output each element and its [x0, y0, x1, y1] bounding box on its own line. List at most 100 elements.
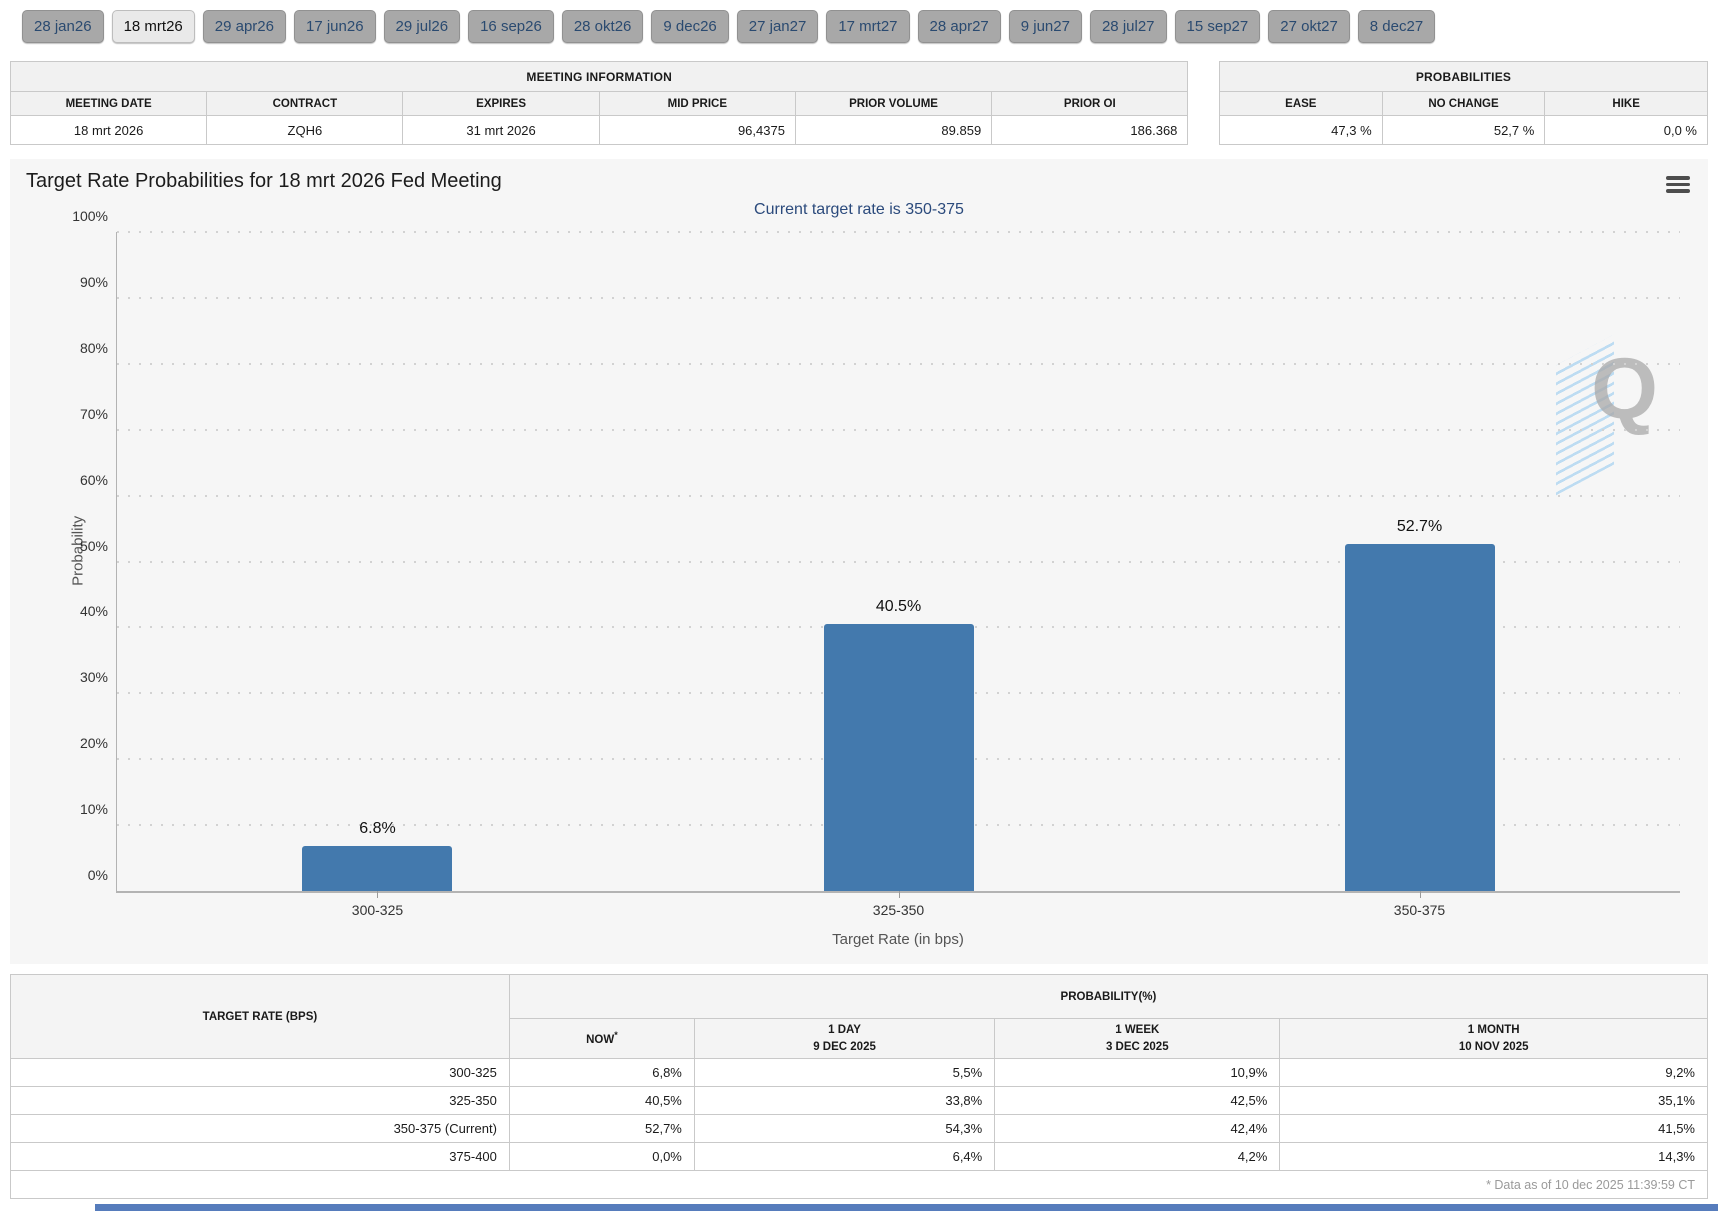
meeting-info-value-cell: 89.859 [794, 115, 993, 145]
watermark-hatch-lines [1556, 334, 1614, 496]
hamburger-menu-icon[interactable] [1666, 176, 1690, 196]
bar-chart-plot-area: Probability Q 0% 10% 20% 30% 40% 50% 60% 70% 80%… [70, 208, 1680, 918]
meeting-tab[interactable]: 8 dec27 [1357, 10, 1436, 43]
x-axis-category-label: 325-350 [872, 902, 925, 918]
meeting-tab[interactable]: 27 okt27 [1268, 10, 1350, 43]
bottom-scrollbar[interactable] [95, 1204, 1718, 1211]
target-rate-cell: 300-325 [10, 1058, 510, 1087]
target-rate-cell: 350-375 (Current) [10, 1114, 510, 1143]
probabilities-caption: PROBABILITIES [1218, 61, 1709, 92]
meeting-info-header-cell: PRIOR OI [991, 91, 1189, 116]
x-axis-category-label: 300-325 [351, 902, 404, 918]
top-info-tables: MEETING INFORMATION MEETING DATE CONTRACT… [9, 61, 1709, 145]
bar-value-label: 6.8% [359, 820, 396, 838]
history-table-body: 300-325 6,8% 5,5% 10,9% 9,2% 325-350 40,5% 33,8… [10, 1058, 1708, 1171]
meeting-tab[interactable]: 29 jul26 [383, 10, 461, 43]
probability-history-table: TARGET RATE (BPS) PROBABILITY(%) NOW* 1 D… [10, 974, 1709, 1199]
target-rate-cell: 325-350 [10, 1086, 510, 1115]
meeting-info-header-cell: CONTRACT [206, 91, 404, 116]
chart-subtitle: Current target rate is 350-375 [754, 201, 964, 218]
data-as-of-footnote: * Data as of 10 dec 2025 11:39:59 CT [10, 1170, 1708, 1199]
one-week-probability-cell: 10,9% [994, 1058, 1281, 1087]
y-axis-tick-label: 40% [79, 603, 108, 620]
probability-pct-header: PROBABILITY(%) [508, 974, 1709, 1019]
now-probability-cell: 40,5% [508, 1086, 695, 1115]
y-axis-tick-label: 10% [79, 801, 108, 818]
meeting-date-tabbar: 28 jan26 18 mrt26 29 apr26 17 jun26 29 jul26… [0, 0, 1718, 43]
chart-gridline [117, 560, 1680, 563]
meeting-info-value-cell: 96,4375 [598, 115, 796, 145]
meeting-tab[interactable]: 28 jul27 [1089, 10, 1167, 43]
x-axis-label: Target Rate (in bps) [832, 931, 964, 948]
y-axis-tick-label: 80% [79, 339, 108, 356]
table-row: 375-400 0,0% 6,4% 4,2% 14,3% [10, 1142, 1708, 1171]
one-day-probability-cell: 6,4% [693, 1142, 996, 1171]
meeting-info-caption: MEETING INFORMATION [9, 61, 1189, 92]
chart-gridline [117, 494, 1680, 497]
probabilities-header-row: EASE NO CHANGE HIKE [1218, 91, 1708, 116]
probability-history-section: TARGET RATE (BPS) PROBABILITY(%) NOW* 1 D… [10, 974, 1709, 1199]
probabilities-value-cell: 0,0 % [1544, 115, 1708, 145]
probability-bar [1344, 543, 1495, 891]
chart-title: Target Rate Probabilities for 18 mrt 202… [26, 170, 502, 192]
y-axis-tick-label: 50% [79, 537, 108, 554]
chart-gridline [117, 362, 1680, 365]
meeting-info-value-cell: 18 mrt 2026 [9, 115, 208, 145]
probabilities-header-cell: NO CHANGE [1381, 91, 1546, 116]
one-week-probability-cell: 42,4% [994, 1114, 1281, 1143]
y-axis-tick-label: 70% [79, 405, 108, 422]
one-month-probability-cell: 35,1% [1279, 1086, 1708, 1115]
target-rate-bps-header: TARGET RATE (BPS) [10, 974, 510, 1059]
meeting-information-table: MEETING INFORMATION MEETING DATE CONTRACT… [9, 61, 1189, 145]
y-axis-tick-label: 90% [79, 273, 108, 290]
x-axis-tick [377, 891, 379, 898]
y-axis-tick-label: 60% [79, 471, 108, 488]
meeting-tab[interactable]: 9 dec26 [651, 10, 729, 43]
one-month-probability-cell: 41,5% [1279, 1114, 1708, 1143]
meeting-info-value-cell: 186.368 [991, 115, 1189, 145]
bar-value-label: 40.5% [875, 598, 922, 616]
now-probability-cell: 52,7% [508, 1114, 695, 1143]
meeting-info-header-cell: EXPIRES [402, 91, 600, 116]
probabilities-value-cell: 52,7 % [1381, 115, 1546, 145]
meeting-tab[interactable]: 17 jun26 [293, 10, 376, 43]
meeting-tab[interactable]: 9 jun27 [1008, 10, 1082, 43]
probabilities-header-cell: EASE [1218, 91, 1383, 116]
table-row: 325-350 40,5% 33,8% 42,5% 35,1% [10, 1086, 1708, 1115]
meeting-tab[interactable]: 29 apr26 [202, 10, 286, 43]
one-month-probability-cell: 14,3% [1279, 1142, 1708, 1171]
meeting-tab[interactable]: 15 sep27 [1174, 10, 1261, 43]
meeting-tab[interactable]: 27 jan27 [736, 10, 819, 43]
y-axis-tick-label: 30% [79, 669, 108, 686]
meeting-info-value-row: 18 mrt 2026 ZQH6 31 mrt 2026 96,4375 89.859 1… [9, 115, 1189, 145]
history-subheader-row: NOW* 1 DAY 9 DEC 2025 1 WEEK 3 DEC 2025 1 MON… [11, 1018, 1708, 1059]
one-day-probability-cell: 5,5% [693, 1058, 996, 1087]
chart-gridline [117, 231, 1680, 233]
probabilities-table: PROBABILITIES EASE NO CHANGE HIKE 47,3 % 52… [1218, 61, 1709, 145]
meeting-tab[interactable]: 18 mrt26 [111, 10, 195, 43]
x-axis-tick [1419, 891, 1421, 898]
meeting-info-value-cell: 31 mrt 2026 [402, 115, 600, 145]
target-rate-chart-panel: Target Rate Probabilities for 18 mrt 202… [10, 159, 1708, 964]
y-axis-tick-label: 20% [79, 735, 108, 752]
meeting-tab[interactable]: 28 okt26 [561, 10, 644, 43]
table-row: 350-375 (Current) 52,7% 54,3% 42,4% 41,5% [10, 1114, 1708, 1143]
table-row: 300-325 6,8% 5,5% 10,9% 9,2% [10, 1058, 1708, 1087]
bar-value-label: 52.7% [1396, 517, 1443, 535]
now-probability-cell: 6,8% [508, 1058, 695, 1087]
meeting-tab[interactable]: 28 apr27 [917, 10, 1001, 43]
one-month-probability-cell: 9,2% [1279, 1058, 1708, 1087]
meeting-tab[interactable]: 16 sep26 [468, 10, 554, 43]
q-watermark-logo: Q [1556, 322, 1666, 496]
watermark-letter: Q [1591, 341, 1658, 437]
x-axis-tick [898, 891, 900, 898]
one-day-probability-cell: 33,8% [693, 1086, 996, 1115]
history-column-header: 1 MONTH 10 NOV 2025 [1279, 1018, 1708, 1059]
probability-bar [302, 846, 453, 891]
one-week-probability-cell: 4,2% [994, 1142, 1281, 1171]
meeting-tab[interactable]: 28 jan26 [22, 10, 104, 43]
meeting-tab[interactable]: 17 mrt27 [826, 10, 910, 43]
meeting-info-header-cell: PRIOR VOLUME [794, 91, 993, 116]
meeting-info-header-cell: MID PRICE [598, 91, 796, 116]
history-column-header: NOW* [508, 1018, 695, 1059]
